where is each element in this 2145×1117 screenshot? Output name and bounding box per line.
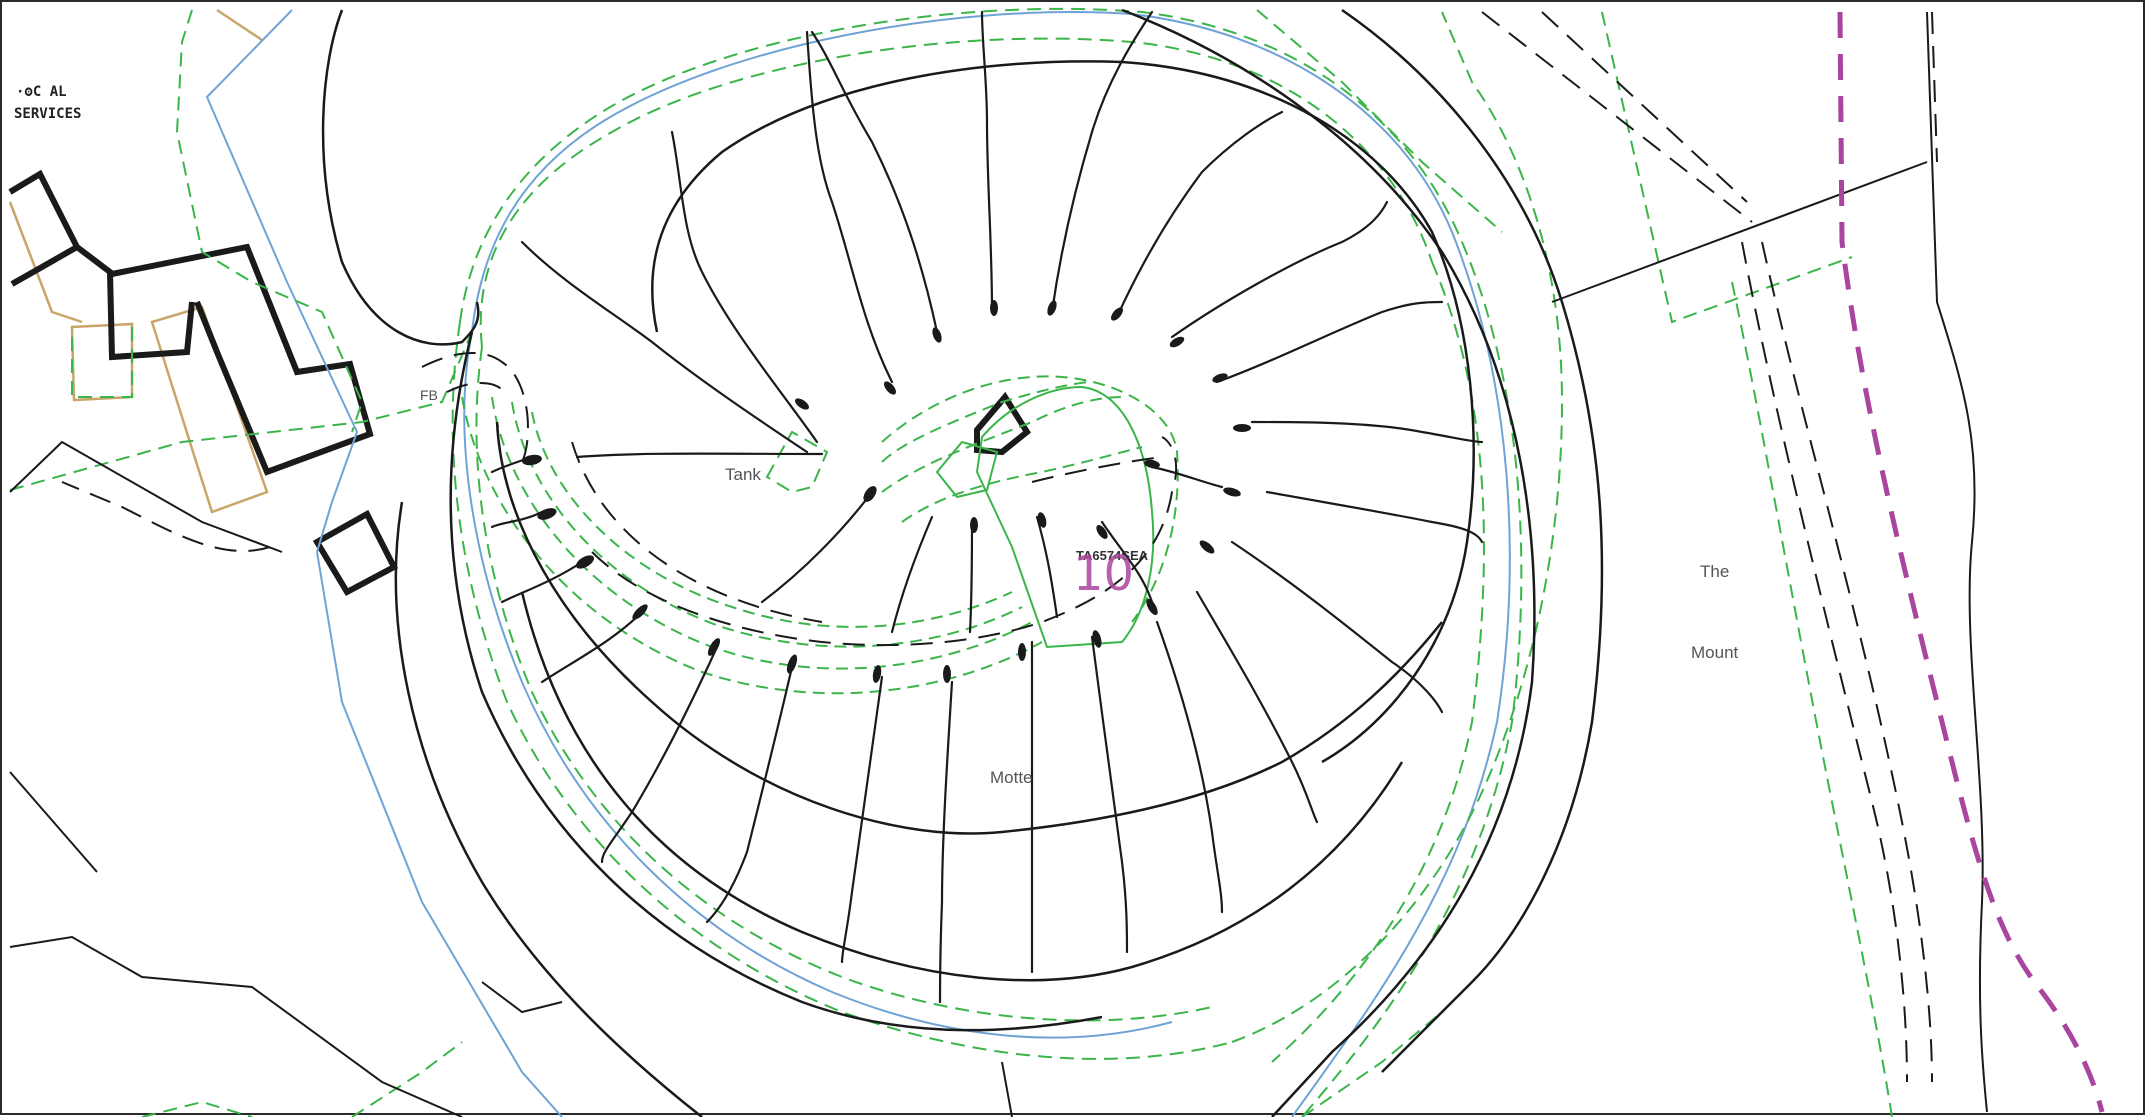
map-labels: ·ʘC AL SERVICES FB Tank TA6574SEA 10 The… — [14, 84, 1739, 787]
black-feature-lines — [321, 8, 1604, 1117]
label-motte: Motte — [990, 768, 1033, 787]
thin-black-lines — [9, 11, 1988, 1117]
blue-boundary-lines — [205, 9, 1511, 1117]
label-tank: Tank — [725, 465, 761, 484]
label-os-reference: TA6574SEA — [1076, 548, 1149, 563]
label-fb: FB — [420, 387, 438, 403]
hachure-heads — [522, 300, 1251, 683]
label-local-services-2: SERVICES — [14, 106, 81, 122]
label-the: The — [1700, 562, 1729, 581]
label-mount: Mount — [1691, 643, 1739, 662]
green-dashed-boundaries — [9, 7, 1893, 1117]
black-dashed-lines — [61, 11, 1938, 1083]
label-feature-number: 10 — [1073, 546, 1134, 602]
magenta-route — [1837, 11, 2105, 1113]
green-solid-boundary — [935, 385, 1155, 649]
label-local-services-1: ·ʘC AL — [16, 84, 67, 100]
motte-hachures — [490, 10, 1484, 1004]
